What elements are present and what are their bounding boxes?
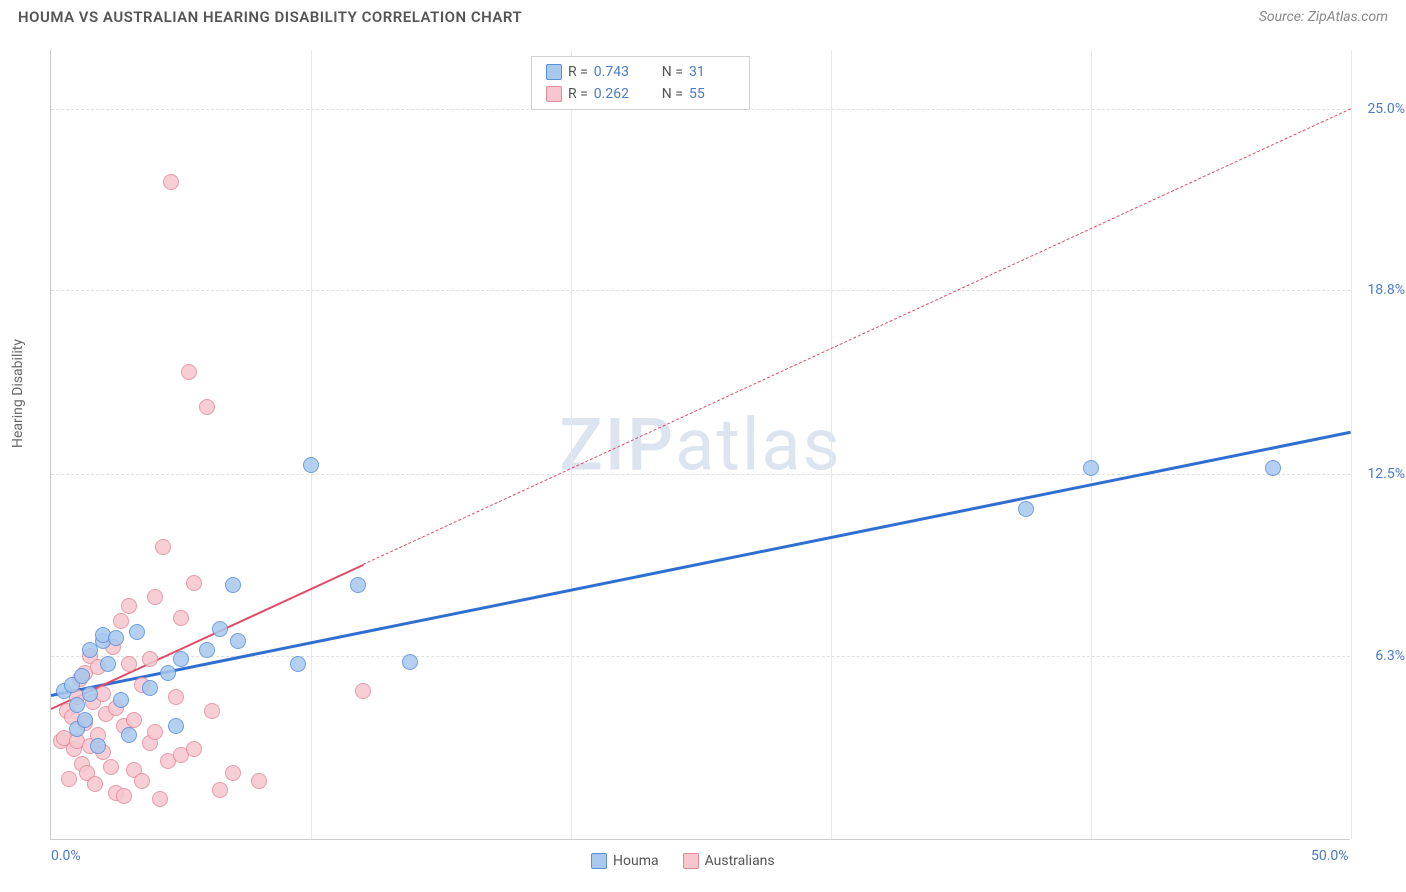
stats-r-value: 0.743 (594, 61, 640, 83)
data-point (1265, 460, 1281, 476)
data-point (168, 689, 184, 705)
data-point (251, 773, 267, 789)
data-point (113, 692, 129, 708)
data-point (152, 791, 168, 807)
chart-title: HOUMA VS AUSTRALIAN HEARING DISABILITY C… (18, 8, 522, 26)
data-point (173, 610, 189, 626)
data-point (129, 624, 145, 640)
data-point (186, 575, 202, 591)
regression-line (363, 109, 1351, 566)
x-tick-label: 50.0% (1311, 848, 1349, 864)
data-point (147, 589, 163, 605)
australians-swatch-icon (683, 853, 699, 869)
grid-line (311, 50, 312, 839)
data-point (100, 656, 116, 672)
grid-line (51, 290, 1350, 291)
data-point (355, 683, 371, 699)
x-tick-label: 0.0% (51, 848, 81, 864)
data-point (69, 697, 85, 713)
data-point (77, 712, 93, 728)
stats-n-label: N = (662, 83, 683, 105)
data-point (142, 680, 158, 696)
data-point (113, 613, 129, 629)
stats-n-value: 55 (689, 83, 735, 105)
data-point (126, 712, 142, 728)
data-point (212, 782, 228, 798)
grid-line (571, 50, 572, 839)
stats-n-label: N = (662, 61, 683, 83)
data-point (163, 174, 179, 190)
data-point (402, 654, 418, 670)
data-point (82, 686, 98, 702)
stats-r-label: R = (568, 83, 588, 105)
chart-header: HOUMA VS AUSTRALIAN HEARING DISABILITY C… (0, 0, 1406, 32)
grid-line (1091, 50, 1092, 839)
houma-swatch-icon (591, 853, 607, 869)
data-point (155, 539, 171, 555)
legend-item-houma: Houma (591, 853, 659, 869)
data-point (121, 598, 137, 614)
data-point (230, 633, 246, 649)
data-point (121, 727, 137, 743)
data-point (160, 665, 176, 681)
grid-line (51, 474, 1350, 475)
stats-r-value: 0.262 (594, 83, 640, 105)
y-axis-label: Hearing Disability (10, 339, 26, 448)
regression-line (51, 430, 1352, 696)
data-point (181, 364, 197, 380)
data-point (290, 656, 306, 672)
data-point (103, 759, 119, 775)
data-point (168, 718, 184, 734)
data-point (199, 399, 215, 415)
data-point (61, 771, 77, 787)
stats-legend-box: R = 0.743 N = 31 R = 0.262 N = 55 (531, 56, 750, 110)
stats-r-label: R = (568, 61, 588, 83)
data-point (225, 577, 241, 593)
stats-n-value: 31 (689, 61, 735, 83)
stats-row-houma: R = 0.743 N = 31 (546, 61, 735, 83)
data-point (142, 651, 158, 667)
data-point (108, 630, 124, 646)
scatter-plot-area: ZIPatlas R = 0.743 N = 31 R = 0.262 N = … (50, 50, 1350, 840)
data-point (199, 642, 215, 658)
data-point (134, 773, 150, 789)
data-point (186, 741, 202, 757)
data-point (74, 668, 90, 684)
y-tick-label: 12.5% (1355, 466, 1405, 482)
grid-line (831, 50, 832, 839)
data-point (225, 765, 241, 781)
y-tick-label: 18.8% (1355, 282, 1405, 298)
y-tick-label: 25.0% (1355, 101, 1405, 117)
data-point (90, 738, 106, 754)
y-tick-label: 6.3% (1355, 648, 1405, 664)
data-point (1018, 501, 1034, 517)
legend-item-australians: Australians (683, 853, 775, 869)
data-point (147, 724, 163, 740)
data-point (173, 651, 189, 667)
chart-source: Source: ZipAtlas.com (1259, 9, 1388, 25)
data-point (116, 788, 132, 804)
bottom-legend: Houma Australians (591, 853, 775, 869)
stats-row-australians: R = 0.262 N = 55 (546, 83, 735, 105)
data-point (204, 703, 220, 719)
grid-line (1351, 50, 1352, 839)
data-point (87, 776, 103, 792)
data-point (303, 457, 319, 473)
data-point (212, 621, 228, 637)
data-point (1083, 460, 1099, 476)
houma-swatch-icon (546, 64, 562, 80)
data-point (350, 577, 366, 593)
australians-swatch-icon (546, 86, 562, 102)
data-point (121, 656, 137, 672)
